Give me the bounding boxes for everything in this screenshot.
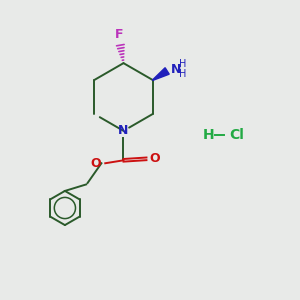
Text: H: H xyxy=(179,58,186,69)
Text: H: H xyxy=(202,128,214,142)
Text: Cl: Cl xyxy=(229,128,244,142)
Text: H: H xyxy=(179,69,186,79)
Text: O: O xyxy=(91,157,101,170)
Text: F: F xyxy=(115,28,123,41)
Text: O: O xyxy=(149,152,160,165)
Polygon shape xyxy=(153,68,169,80)
Text: N: N xyxy=(171,63,181,76)
Text: N: N xyxy=(118,124,129,137)
